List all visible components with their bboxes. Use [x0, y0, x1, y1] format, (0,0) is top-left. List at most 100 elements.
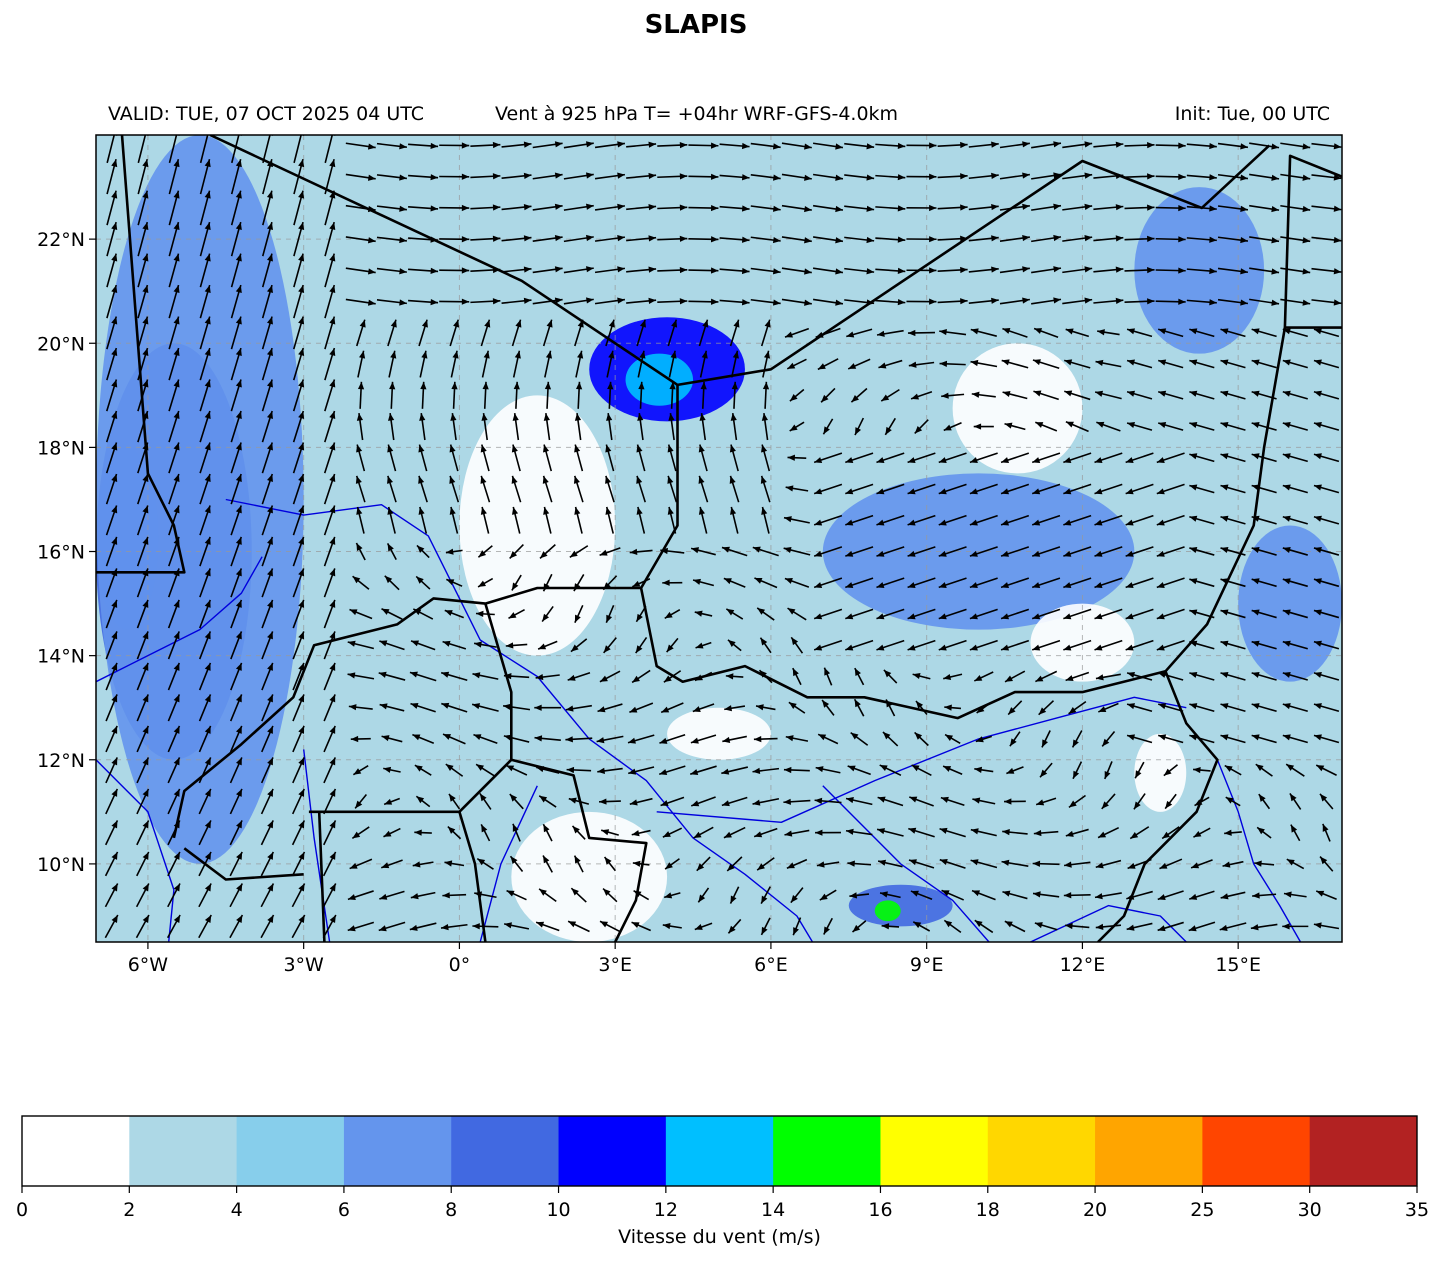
wind-arrow [563, 141, 594, 149]
wind-arrow [1033, 829, 1059, 837]
wind-arrow [657, 235, 688, 242]
wind-arrow [135, 914, 150, 939]
wind-arrow [1031, 141, 1062, 149]
wind-arrow [906, 267, 937, 274]
wind-arrow [1126, 390, 1153, 400]
wind-arrow [354, 793, 368, 809]
wind-arrow [349, 608, 373, 620]
wind-arrow [379, 890, 405, 900]
wind-arrow [136, 851, 150, 877]
wind-arrow [1186, 142, 1217, 150]
wind-arrow [599, 920, 621, 933]
wind-arrow [939, 328, 967, 336]
wind-arrow [198, 757, 212, 784]
wind-arrow [1097, 826, 1120, 839]
wind-arrow [729, 475, 740, 503]
wind-arrow [761, 413, 769, 441]
wind-arrow [1034, 922, 1058, 931]
wind-arrow [662, 922, 682, 930]
wind-arrow [387, 319, 397, 347]
wind-arrow [230, 159, 242, 195]
wind-arrow [350, 735, 371, 743]
wind-arrow [626, 266, 657, 273]
wind-arrow [1126, 703, 1153, 713]
wind-arrow [322, 883, 337, 908]
wind-arrow [969, 639, 998, 651]
wind-arrow [875, 142, 906, 150]
colorbar-tick-label: 2 [123, 1199, 135, 1221]
wind-arrow [635, 636, 648, 654]
wind-arrow [1001, 359, 1029, 369]
wind-arrow [976, 701, 992, 714]
wind-arrow [605, 506, 614, 534]
wind-arrow [786, 358, 807, 370]
wind-arrow [1186, 299, 1217, 306]
wind-arrow [355, 542, 366, 561]
wind-arrow [1094, 546, 1123, 557]
wind-arrow [569, 545, 589, 558]
wind-arrow [292, 505, 305, 536]
wind-arrow [1251, 422, 1277, 431]
wind-arrow [968, 235, 999, 242]
wind-arrow [136, 788, 150, 815]
wind-arrow [697, 887, 710, 903]
wind-arrow [505, 764, 528, 776]
wind-arrow [1156, 546, 1185, 557]
wind-arrow [1313, 453, 1340, 463]
wind-arrow [1063, 577, 1092, 589]
wind-arrow [1251, 453, 1277, 463]
wind-arrow [439, 142, 470, 149]
wind-arrow [1093, 141, 1124, 148]
wind-arrow [1251, 515, 1277, 525]
wind-arrow [470, 204, 501, 211]
wind-arrow [167, 662, 181, 691]
wind-arrow [198, 914, 212, 939]
wind-arrow [880, 388, 900, 402]
wind-arrow [784, 829, 810, 837]
wind-arrow [1156, 483, 1185, 495]
wind-arrow [409, 671, 437, 682]
wind-arrow [168, 442, 180, 474]
colorbar-label: Vitesse du vent (m/s) [618, 1226, 821, 1248]
wind-arrow [972, 797, 996, 805]
wind-arrow [167, 599, 180, 629]
chart-title: SLAPIS [644, 10, 748, 40]
wind-arrow [906, 173, 937, 180]
wind-arrow [1062, 235, 1093, 242]
wind-arrow [230, 662, 243, 691]
wind-arrow [1035, 797, 1057, 806]
wind-arrow [1157, 671, 1184, 681]
wind-arrow [781, 298, 812, 306]
wind-arrow [1068, 794, 1086, 808]
wind-arrow [725, 608, 744, 620]
wind-arrow [376, 205, 407, 212]
wind-arrow [323, 599, 336, 629]
wind-arrow [387, 475, 397, 503]
wind-arrow [1251, 609, 1277, 619]
wind-arrow [607, 381, 614, 409]
wind-arrow [845, 452, 874, 464]
wind-arrow [906, 298, 937, 305]
wind-arrow [418, 506, 428, 534]
wind-arrow [473, 641, 497, 648]
wind-arrow [762, 350, 771, 378]
wind-arrow [1249, 267, 1280, 275]
wind-arrow [1032, 891, 1060, 898]
wind-arrow [1189, 422, 1215, 431]
wind-arrow [136, 631, 149, 660]
wind-arrow [198, 851, 212, 877]
wind-arrow [356, 506, 365, 534]
wind-arrow [605, 319, 615, 347]
wind-arrow [441, 702, 468, 713]
wind-arrow [292, 694, 305, 722]
wind-arrow [473, 733, 498, 745]
wind-arrow [605, 444, 615, 472]
wind-arrow [1189, 671, 1215, 681]
wind-arrow [1313, 359, 1340, 369]
wind-arrow [939, 360, 966, 367]
wind-arrow [168, 316, 180, 350]
wind-arrow [470, 298, 501, 305]
wind-arrow [1224, 764, 1242, 776]
wind-arrow [1062, 141, 1093, 149]
wind-arrow [198, 820, 212, 846]
